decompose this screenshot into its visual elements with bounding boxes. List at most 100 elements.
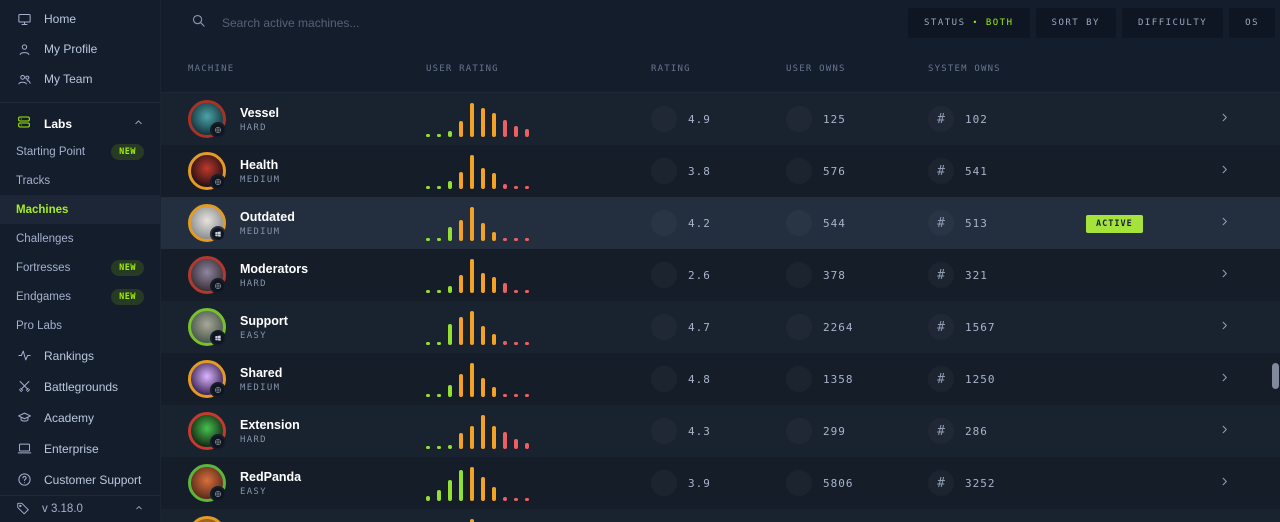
chevron-right-icon[interactable] (1201, 318, 1280, 336)
system-owns-value: 1567 (965, 320, 996, 334)
rating-value: 4.2 (688, 216, 711, 230)
table-row[interactable]: Extension HARD 4.3 299 # 286 ACTIVE (161, 405, 1280, 457)
column-header-rating: RATING (651, 63, 691, 74)
histogram-bar (525, 290, 529, 293)
sidebar-item-endgames[interactable]: Endgames NEW (0, 282, 160, 311)
histogram-bar (459, 172, 463, 189)
filter-button-difficulty[interactable]: DIFFICULTY (1121, 7, 1224, 38)
sidebar-item-starting-point[interactable]: Starting Point NEW (0, 137, 160, 166)
filter-button-os[interactable]: OS (1229, 7, 1275, 38)
search-input[interactable] (222, 15, 522, 30)
histogram-bar (470, 207, 474, 241)
table-row[interactable]: Vessel HARD 4.9 125 # 102 ACTIVE (161, 93, 1280, 145)
column-header-user-rating: USER RATING (426, 63, 499, 74)
machine-name: Support (240, 313, 288, 328)
person-icon (786, 314, 812, 340)
machine-avatar (188, 360, 226, 398)
rating-cell: 4.7 (651, 314, 786, 340)
histogram-bar (525, 342, 529, 345)
machine-avatar (188, 412, 226, 450)
sidebar-item-challenges[interactable]: Challenges (0, 224, 160, 253)
status-cell: ACTIVE (1076, 213, 1201, 233)
histogram-bar (503, 341, 507, 345)
os-windows-icon (210, 226, 226, 242)
version-label: v 3.18.0 (42, 503, 83, 516)
table-row[interactable]: Health MEDIUM 3.8 576 # 541 ACTIVE (161, 145, 1280, 197)
sidebar-item-labs[interactable]: Labs (0, 111, 160, 138)
sidebar-item-battlegrounds[interactable]: Battlegrounds (0, 371, 160, 402)
os-other-icon (210, 434, 226, 450)
scrollbar-thumb[interactable] (1272, 363, 1279, 389)
table-row[interactable]: # ACTIVE (161, 509, 1280, 522)
chevron-right-icon[interactable] (1201, 474, 1280, 492)
user-rating-histogram (426, 257, 651, 293)
histogram-bar (459, 374, 463, 397)
histogram-bar (437, 446, 441, 449)
sidebar-item-fortresses[interactable]: Fortresses NEW (0, 253, 160, 282)
chevron-right-icon[interactable] (1201, 422, 1280, 440)
user-owns-value: 378 (823, 268, 846, 282)
chevron-right-icon[interactable] (1201, 110, 1280, 128)
histogram-bar (448, 227, 452, 241)
histogram-bar (426, 496, 430, 501)
person-icon (786, 158, 812, 184)
table-row[interactable]: Moderators HARD 2.6 378 # 321 ACTIVE (161, 249, 1280, 301)
sidebar-nav-top: Home My Profile My Team (0, 4, 160, 94)
filter-group: STATUS • BOTH SORT BY DIFFICULTY OS (908, 7, 1275, 38)
sidebar-item-my-profile[interactable]: My Profile (0, 34, 160, 64)
sidebar-divider (0, 102, 160, 103)
sidebar-item-rankings[interactable]: Rankings (0, 340, 160, 371)
histogram-bar (503, 432, 507, 449)
sidebar-item-my-team[interactable]: My Team (0, 64, 160, 94)
filter-button-status[interactable]: STATUS • BOTH (908, 7, 1030, 38)
system-owns-cell: # 3252 (928, 470, 1076, 496)
sidebar-item-home[interactable]: Home (0, 4, 160, 34)
histogram-bar (514, 498, 518, 501)
histogram-bar (448, 131, 452, 137)
rating-value: 4.9 (688, 112, 711, 126)
filter-label: STATUS (924, 17, 966, 28)
sidebar-item-pro-labs[interactable]: Pro Labs (0, 311, 160, 340)
histogram-bar (492, 173, 496, 189)
sidebar-item-academy[interactable]: Academy (0, 402, 160, 433)
table-row[interactable]: Shared MEDIUM 4.8 1358 # 1250 ACTIVE (161, 353, 1280, 405)
column-header-user-owns: USER OWNS (786, 63, 846, 74)
sidebar-item-label: My Profile (44, 42, 98, 56)
sidebar-item-label: Endgames (16, 290, 71, 303)
filter-button-sort-by[interactable]: SORT BY (1035, 7, 1116, 38)
user-owns-cell: 125 (786, 106, 928, 132)
histogram-bar (525, 129, 529, 137)
system-owns-value: 286 (965, 424, 988, 438)
chevron-right-icon[interactable] (1201, 214, 1280, 232)
table-row[interactable]: Outdated MEDIUM 4.2 544 # 513 ACTIVE (161, 197, 1280, 249)
user-rating-histogram (426, 205, 651, 241)
chevron-up-icon[interactable] (133, 115, 144, 133)
person-icon (786, 470, 812, 496)
sidebar-item-customer-support[interactable]: Customer Support (0, 464, 160, 495)
chevron-up-icon[interactable] (134, 503, 144, 516)
sidebar-item-machines[interactable]: Machines (0, 195, 160, 225)
chevron-right-icon[interactable] (1201, 370, 1280, 388)
sidebar-item-label: Customer Support (44, 472, 142, 487)
histogram-bar (459, 121, 463, 137)
sidebar-item-label: Tracks (16, 174, 51, 187)
chevron-right-icon[interactable] (1201, 162, 1280, 180)
user-owns-cell: 576 (786, 158, 928, 184)
table-row[interactable]: Support EASY 4.7 2264 # 1567 ACTIVE (161, 301, 1280, 353)
rating-cell: 4.2 (651, 210, 786, 236)
sidebar-item-tracks[interactable]: Tracks (0, 166, 160, 195)
user-owns-value: 299 (823, 424, 846, 438)
table-row[interactable]: RedPanda EASY 3.9 5806 # 3252 ACTIVE (161, 457, 1280, 509)
histogram-bar (514, 126, 518, 137)
chevron-right-icon[interactable] (1201, 266, 1280, 284)
histogram-bar (448, 286, 452, 293)
histogram-bar (437, 490, 441, 501)
machine-cell: Extension HARD (161, 412, 426, 450)
histogram-bar (503, 497, 507, 501)
machine-avatar (188, 516, 226, 522)
os-other-icon (210, 122, 226, 138)
machine-cell: Support EASY (161, 308, 426, 346)
sidebar-item-enterprise[interactable]: Enterprise (0, 433, 160, 464)
sidebar-version[interactable]: v 3.18.0 (0, 495, 160, 522)
histogram-bar (459, 275, 463, 293)
